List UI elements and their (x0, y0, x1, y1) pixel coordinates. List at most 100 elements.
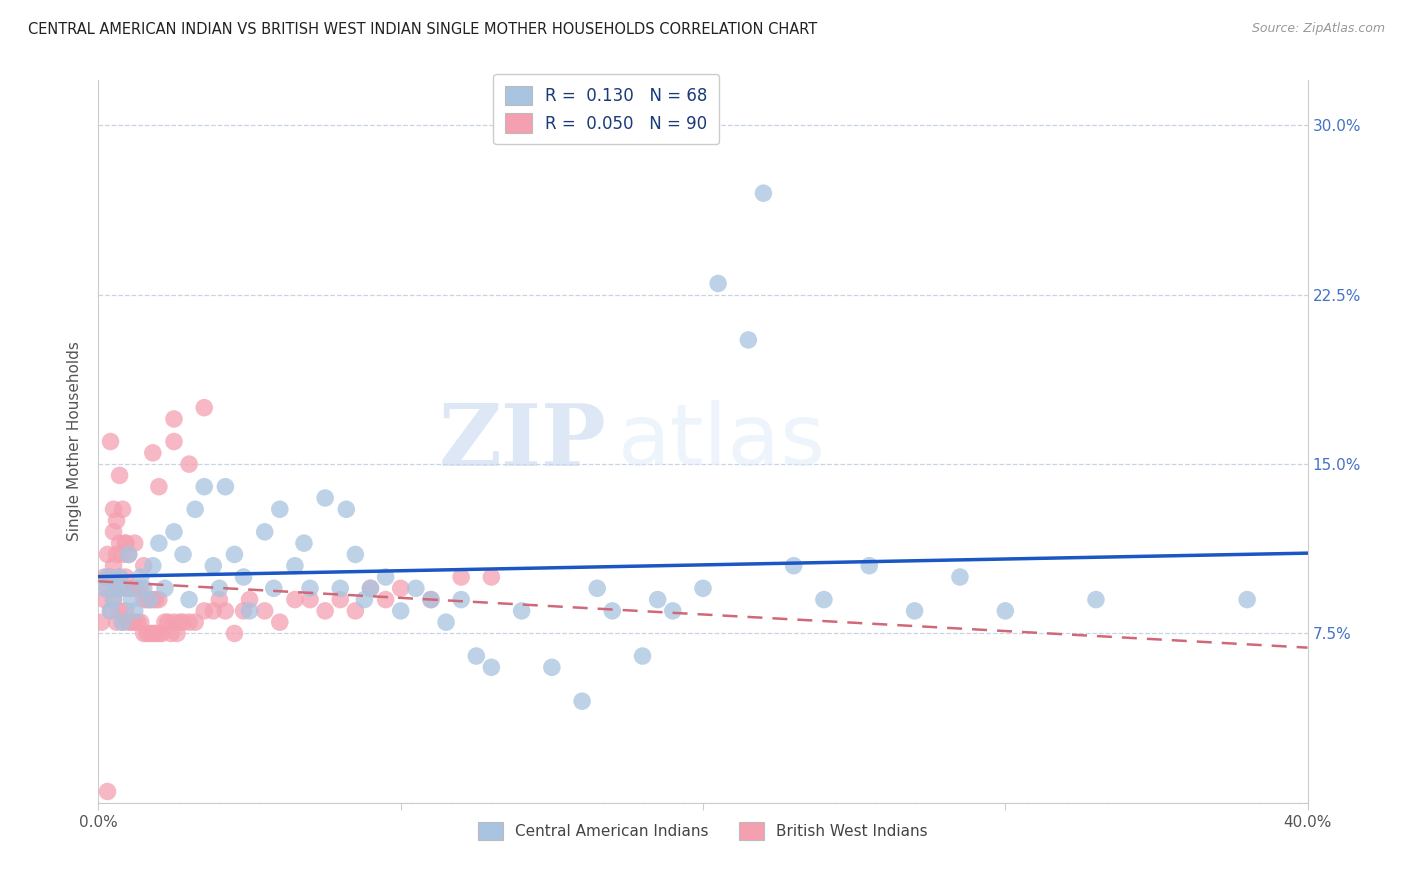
Point (389, 582, 412, 596)
Point (153, 615, 176, 630)
Point (707, 277, 730, 291)
Point (148, 536, 170, 550)
Point (284, 558, 307, 573)
Point (314, 604, 336, 618)
Point (224, 548, 246, 562)
Point (344, 548, 367, 562)
Y-axis label: Single Mother Households: Single Mother Households (67, 342, 83, 541)
Point (96, 570, 118, 584)
Text: Source: ZipAtlas.com: Source: ZipAtlas.com (1251, 22, 1385, 36)
Point (389, 604, 412, 618)
Point (100, 434, 122, 449)
Point (103, 502, 125, 516)
Point (193, 401, 215, 415)
Point (135, 626, 157, 640)
Point (329, 582, 352, 596)
Point (253, 604, 276, 618)
Point (93, 570, 115, 584)
Point (96, 582, 118, 596)
Point (269, 615, 291, 630)
Point (129, 582, 152, 596)
Point (858, 558, 880, 573)
Point (142, 592, 165, 607)
Point (153, 582, 176, 596)
Point (314, 491, 336, 505)
Point (405, 582, 427, 596)
Point (145, 626, 167, 640)
Legend: Central American Indians, British West Indians: Central American Indians, British West I… (472, 816, 934, 846)
Point (163, 524, 186, 539)
Point (450, 592, 472, 607)
Point (1236, 592, 1258, 607)
Point (172, 615, 194, 630)
Point (172, 548, 194, 562)
Point (184, 615, 207, 630)
Point (108, 468, 131, 483)
Point (420, 592, 443, 607)
Point (208, 592, 231, 607)
Point (179, 615, 201, 630)
Point (100, 570, 122, 584)
Point (124, 615, 146, 630)
Point (139, 592, 162, 607)
Point (193, 604, 215, 618)
Point (93, 592, 115, 607)
Point (647, 592, 669, 607)
Point (661, 604, 683, 618)
Point (132, 626, 155, 640)
Point (111, 502, 134, 516)
Point (602, 604, 624, 618)
Point (100, 604, 122, 618)
Point (108, 536, 131, 550)
Point (374, 592, 396, 607)
Point (132, 592, 155, 607)
Point (239, 592, 262, 607)
Point (224, 626, 246, 640)
Point (118, 615, 141, 630)
Point (142, 446, 165, 460)
Point (111, 582, 134, 596)
Point (202, 558, 225, 573)
Text: CENTRAL AMERICAN INDIAN VS BRITISH WEST INDIAN SINGLE MOTHER HOUSEHOLDS CORRELAT: CENTRAL AMERICAN INDIAN VS BRITISH WEST … (28, 22, 817, 37)
Point (232, 570, 254, 584)
Point (139, 626, 162, 640)
Point (465, 648, 488, 663)
Point (105, 514, 128, 528)
Point (148, 626, 170, 640)
Point (360, 582, 382, 596)
Point (145, 592, 167, 607)
Point (329, 592, 352, 607)
Point (540, 660, 562, 674)
Point (114, 536, 136, 550)
Point (121, 592, 143, 607)
Point (208, 582, 231, 596)
Text: ZIP: ZIP (439, 400, 606, 483)
Point (105, 615, 128, 630)
Point (202, 604, 225, 618)
Point (103, 592, 125, 607)
Point (129, 615, 152, 630)
Point (127, 615, 149, 630)
Point (111, 615, 134, 630)
Point (127, 582, 149, 596)
Point (108, 604, 131, 618)
Point (481, 570, 503, 584)
Point (118, 548, 141, 562)
Point (108, 570, 131, 584)
Point (124, 582, 146, 596)
Point (96, 784, 118, 798)
Point (108, 570, 131, 584)
Point (121, 615, 143, 630)
Point (129, 570, 152, 584)
Point (994, 604, 1017, 618)
Point (299, 582, 322, 596)
Point (184, 502, 207, 516)
Point (100, 604, 122, 618)
Point (163, 434, 186, 449)
Text: atlas: atlas (619, 400, 827, 483)
Point (118, 582, 141, 596)
Point (111, 615, 134, 630)
Point (124, 604, 146, 618)
Point (374, 570, 396, 584)
Point (949, 570, 972, 584)
